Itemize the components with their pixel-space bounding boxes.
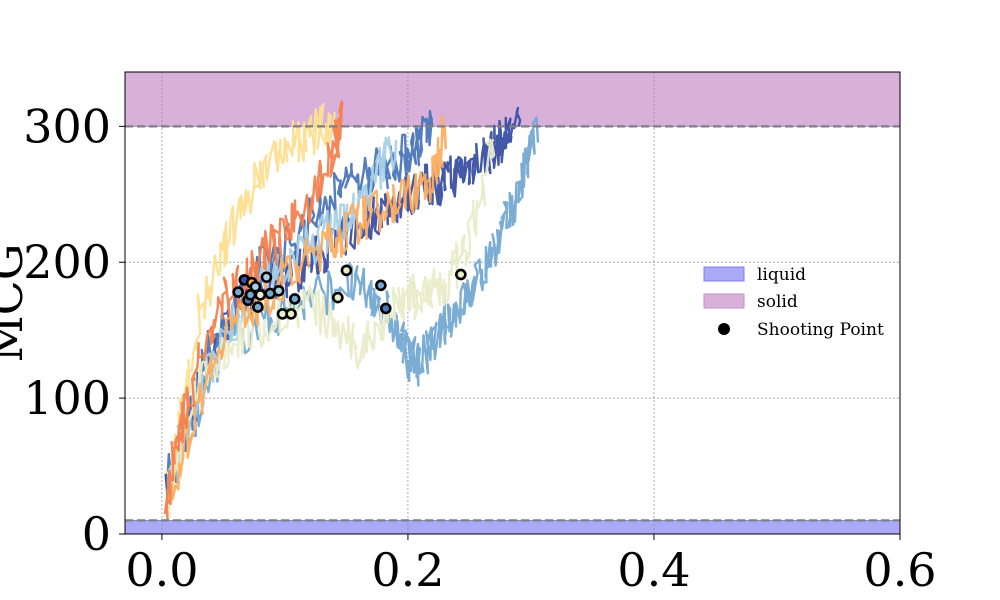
- legend-swatch-liquid: [703, 266, 745, 282]
- legend-swatch-solid: [703, 293, 745, 309]
- shooting-points: [232, 264, 467, 320]
- x-tick-label-0: 0.0: [125, 543, 198, 597]
- trajectories: [163, 100, 540, 522]
- axis-ticks: 0.0 0.2 0.4 0.6 0 100 200 300: [23, 99, 936, 597]
- threshold-lines: [125, 125, 900, 522]
- shooting-point-17: [379, 302, 392, 315]
- y-tick-label-2: 200: [23, 235, 111, 289]
- shooting-point-5: [249, 280, 262, 293]
- shooting-point-18: [455, 268, 467, 281]
- legend-label-solid: solid: [757, 292, 798, 312]
- phase-regions: [124, 71, 901, 535]
- legend-marker-shooting-point: [718, 323, 730, 335]
- trajectory-4: [165, 138, 496, 521]
- x-tick-label-1: 0.2: [371, 543, 444, 597]
- legend: liquid solid Shooting Point: [703, 265, 884, 340]
- y-tick-label-3: 300: [23, 99, 111, 153]
- plot-frame: [124, 71, 901, 535]
- y-tick-label-0: 0: [82, 507, 111, 561]
- y-axis-label: MCG: [0, 243, 33, 362]
- shooting-point-15: [340, 264, 353, 277]
- trajectory-5: [166, 102, 336, 495]
- trajectory-3: [167, 136, 398, 503]
- x-tick-label-2: 0.4: [617, 543, 690, 597]
- legend-label-shooting-point: Shooting Point: [757, 320, 884, 340]
- shooting-point-14: [332, 291, 344, 304]
- shooting-point-16: [375, 279, 387, 292]
- x-tick-label-3: 0.6: [863, 543, 936, 597]
- y-tick-label-1: 100: [23, 371, 111, 425]
- shooting-point-6: [252, 301, 264, 313]
- region-liquid: [124, 519, 901, 535]
- shooting-point-10: [272, 284, 285, 297]
- shooting-point-0: [232, 286, 244, 298]
- legend-label-liquid: liquid: [757, 265, 806, 285]
- shooting-point-8: [260, 271, 273, 283]
- trajectory-7: [163, 100, 344, 522]
- shooting-point-7: [254, 289, 267, 301]
- shooting-point-13: [288, 293, 301, 305]
- region-solid: [124, 71, 901, 127]
- shooting-point-12: [285, 308, 297, 320]
- trajectory-6: [167, 114, 447, 503]
